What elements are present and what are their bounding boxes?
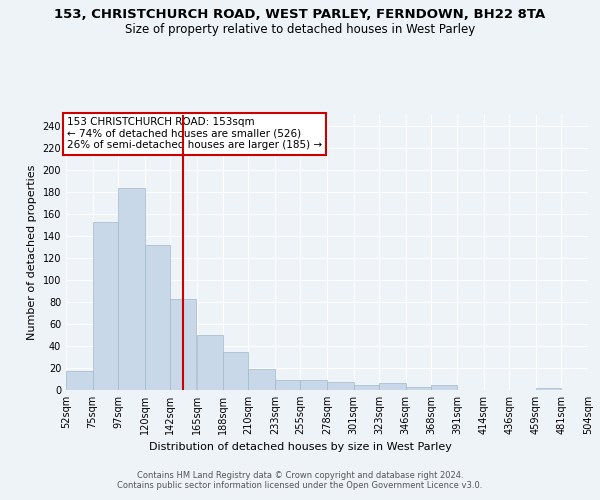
Text: Size of property relative to detached houses in West Parley: Size of property relative to detached ho… bbox=[125, 22, 475, 36]
Bar bbox=[327, 382, 353, 390]
Bar bbox=[275, 380, 301, 390]
Bar bbox=[197, 335, 223, 390]
Bar bbox=[118, 188, 145, 390]
Bar bbox=[66, 372, 92, 390]
Bar bbox=[379, 384, 406, 390]
Bar bbox=[353, 384, 379, 390]
Bar bbox=[145, 245, 170, 390]
Bar bbox=[536, 388, 562, 390]
Y-axis label: Number of detached properties: Number of detached properties bbox=[27, 165, 37, 340]
Bar bbox=[431, 384, 457, 390]
Text: Distribution of detached houses by size in West Parley: Distribution of detached houses by size … bbox=[149, 442, 451, 452]
Bar bbox=[92, 222, 118, 390]
Text: Contains HM Land Registry data © Crown copyright and database right 2024.
Contai: Contains HM Land Registry data © Crown c… bbox=[118, 470, 482, 490]
Bar bbox=[301, 380, 327, 390]
Text: 153, CHRISTCHURCH ROAD, WEST PARLEY, FERNDOWN, BH22 8TA: 153, CHRISTCHURCH ROAD, WEST PARLEY, FER… bbox=[55, 8, 545, 20]
Bar bbox=[170, 298, 196, 390]
Bar bbox=[248, 369, 275, 390]
Text: 153 CHRISTCHURCH ROAD: 153sqm
← 74% of detached houses are smaller (526)
26% of : 153 CHRISTCHURCH ROAD: 153sqm ← 74% of d… bbox=[67, 117, 322, 150]
Bar bbox=[406, 386, 431, 390]
Bar bbox=[223, 352, 248, 390]
